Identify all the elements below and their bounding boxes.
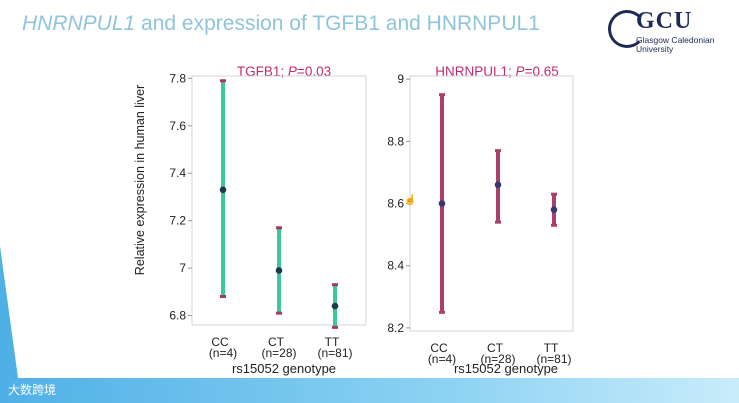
panel-title-hnrnpul1: HNRNPUL1; P=0.65 — [435, 64, 558, 79]
mean-point — [438, 200, 446, 207]
x-axis-title-tgfb1: rs15052 genotype — [231, 361, 337, 376]
y-tick-label: 7.4 — [169, 166, 186, 180]
panel-title-tgfb1: TGFB1; P=0.03 — [237, 64, 331, 79]
footer-accent-shape — [0, 246, 18, 378]
x-category-label: CC — [430, 341, 448, 355]
logo-initials: GCU — [636, 8, 693, 34]
y-tick-label: 8.8 — [387, 134, 404, 148]
x-category-label: CT — [487, 341, 504, 355]
footer-bar — [0, 378, 739, 403]
y-tick-label: 7.6 — [169, 119, 186, 133]
panel-title-tgfb1-pvalue: =0.03 — [296, 64, 332, 79]
x-count-label: (n=28) — [480, 352, 515, 366]
panel-title-hnrnpul1-p: P — [515, 64, 525, 79]
cursor-icon: ☝ — [404, 195, 417, 206]
logo-ring-icon — [608, 10, 646, 48]
mean-point — [219, 186, 227, 194]
mean-point — [275, 267, 283, 274]
y-tick-label: 8.4 — [387, 259, 404, 273]
slide-title-gene: HNRNPUL1 — [22, 12, 136, 35]
x-category-label: CT — [268, 335, 285, 349]
y-tick-label: 8.6 — [387, 197, 404, 211]
y-tick-label: 7.2 — [169, 214, 186, 228]
y-tick-label: 8.2 — [387, 321, 404, 335]
slide-title-rest: and expression of TGFB1 and HNRNPUL1 — [135, 12, 540, 35]
plot-frame-hnrnpul1 — [409, 75, 574, 332]
slide-title: HNRNPUL1 and expression of TGFB1 and HNR… — [22, 12, 540, 36]
y-tick-label: 6.8 — [169, 309, 186, 323]
y-tick-label: 7.8 — [169, 71, 186, 85]
mean-point — [494, 181, 502, 189]
x-category-label: TT — [544, 341, 559, 355]
logo-line2: University — [636, 44, 674, 54]
x-count-label: (n=4) — [428, 352, 456, 366]
mean-point — [331, 302, 339, 310]
x-category-label: TT — [325, 335, 340, 349]
x-category-label: CC — [211, 335, 229, 349]
y-tick-label: 7 — [179, 261, 186, 275]
panel-title-tgfb1-prefix: TGFB1; — [236, 64, 288, 79]
x-axis-title-hnrnpul1: rs15052 genotype — [453, 361, 559, 376]
y-tick-label: 9 — [397, 72, 404, 86]
x-count-label: (n=81) — [317, 346, 352, 360]
plot-frame-tgfb1 — [191, 75, 367, 326]
gcu-logo: GCU Glasgow Caledonian University — [600, 6, 730, 62]
panel-title-tgfb1-p: P — [287, 64, 297, 79]
x-count-label: (n=4) — [209, 346, 237, 360]
x-count-label: (n=28) — [261, 346, 296, 360]
logo-subtitle: Glasgow Caledonian University — [636, 36, 714, 54]
panel-title-hnrnpul1-prefix: HNRNPUL1; — [435, 64, 516, 79]
mean-point — [550, 206, 558, 214]
watermark-text: 大数跨境 — [8, 383, 57, 397]
x-count-label: (n=81) — [536, 352, 571, 366]
panel-title-hnrnpul1-pvalue: =0.65 — [524, 64, 559, 79]
logo-line1: Glasgow Caledonian — [636, 35, 715, 45]
